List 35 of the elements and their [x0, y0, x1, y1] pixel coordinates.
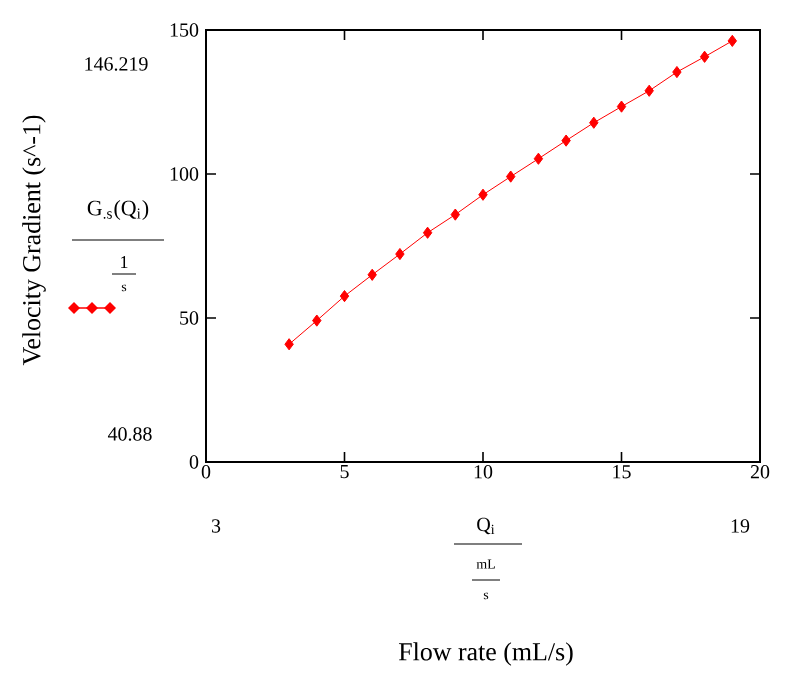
x-tick-label: 0 [201, 465, 211, 479]
point [422, 226, 433, 239]
x-tick-label: 15 [613, 465, 631, 479]
point [699, 50, 710, 63]
text: 19 [731, 519, 750, 533]
y-tick-label: 0 [189, 455, 199, 469]
text: 3 [211, 519, 221, 533]
text: Flow rate (mL/s) [398, 642, 573, 666]
point [533, 152, 544, 165]
point [478, 188, 488, 201]
point [450, 208, 460, 221]
y-axis-title: Velocity Gradient (s^-1) [22, 115, 46, 366]
text: 146.219 [85, 57, 148, 71]
point [589, 116, 599, 129]
point [644, 84, 654, 97]
point [616, 100, 627, 113]
y-tick-label: 50 [180, 311, 199, 325]
y-tick-label: 100 [170, 167, 199, 181]
text: Q$_{i}$ [477, 517, 495, 535]
point [672, 65, 682, 79]
x-tick-label: 10 [474, 465, 493, 479]
point [284, 338, 294, 351]
y-tick-label: 150 [170, 23, 199, 37]
text: G$_{.s}$(Q$_{i}$) [87, 200, 149, 220]
point [395, 247, 405, 261]
text: 1 [121, 256, 128, 268]
x-tick-label: 5 [340, 465, 349, 479]
point [506, 170, 516, 183]
point [367, 268, 377, 281]
point [561, 134, 571, 147]
point [727, 34, 738, 47]
x-tick-label: 20 [750, 465, 770, 479]
text: 40.88 [107, 427, 152, 441]
point [312, 314, 322, 327]
point [339, 290, 350, 303]
